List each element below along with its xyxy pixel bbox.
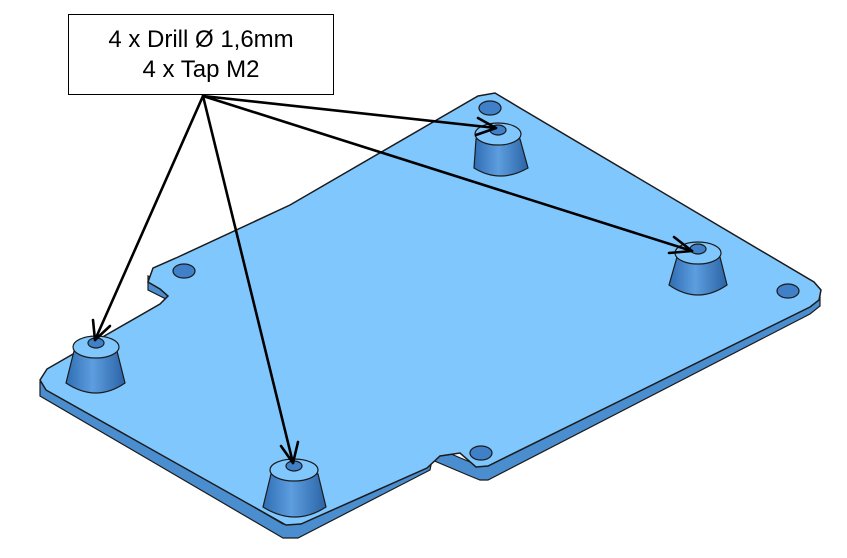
boss-top [473,122,529,177]
arrowhead-left-boss [91,318,112,342]
hole-right [776,283,800,299]
arrowhead-right-boss [667,235,694,255]
boss-bottom [262,458,327,518]
hole-bottom [469,445,493,461]
arrow-to-bottom-boss [201,94,295,465]
callout-line-tap: 4 x Tap M2 [142,55,260,83]
arrow-to-top-boss [201,94,498,130]
arrow-to-right-boss [201,94,694,253]
hole-top [478,100,502,116]
arrowhead-top-boss [474,116,498,137]
boss-right [668,241,728,296]
leader-arrows [91,94,694,465]
callout-line-drill: 4 x Drill Ø 1,6mm [108,25,294,53]
boss-left [65,335,126,394]
arrow-to-left-boss [93,94,205,342]
hole-left [172,263,196,279]
plate-top [39,92,822,526]
callout-box: 4 x Drill Ø 1,6mm 4 x Tap M2 [68,14,334,95]
arrowhead-bottom-boss [279,440,300,465]
